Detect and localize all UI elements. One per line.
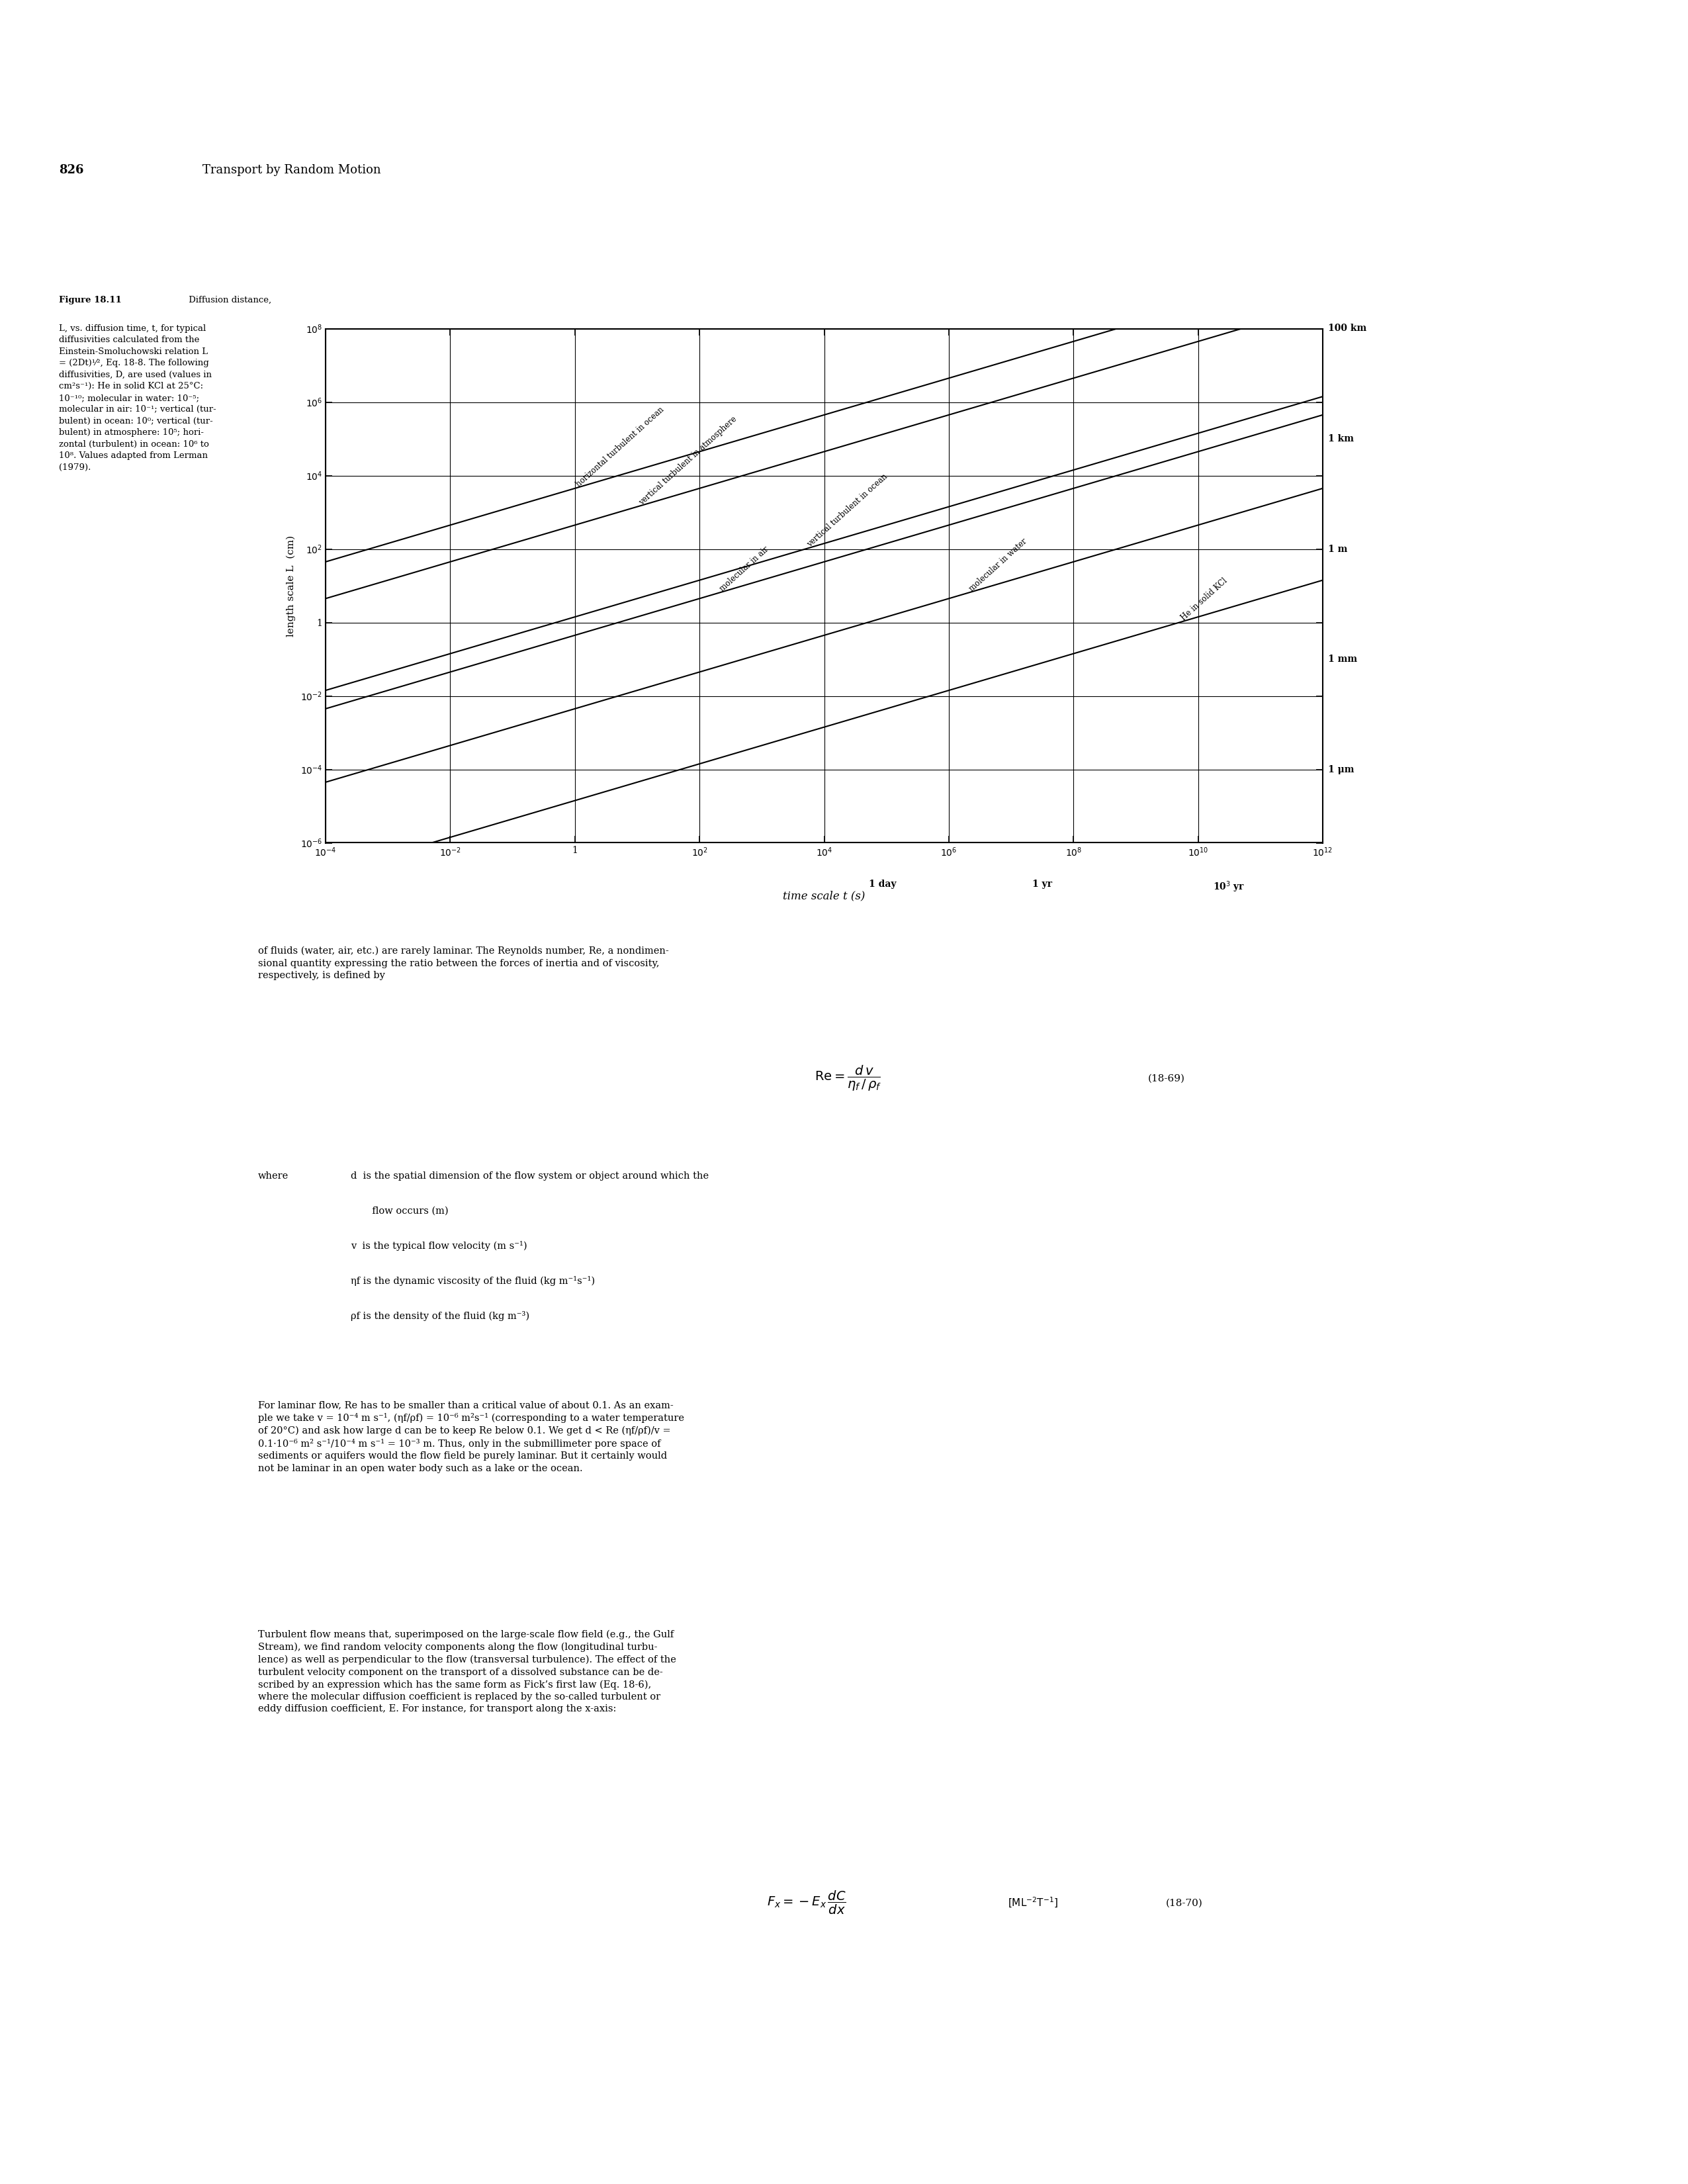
Text: flow occurs (m): flow occurs (m) <box>351 1206 449 1216</box>
Text: He in solid KCl: He in solid KCl <box>1180 577 1229 622</box>
Text: vertical turbulent in atmosphere: vertical turbulent in atmosphere <box>636 415 738 507</box>
Text: 1 μm: 1 μm <box>1328 764 1354 773</box>
Text: vertical turbulent in ocean: vertical turbulent in ocean <box>805 472 890 548</box>
Text: (18-69): (18-69) <box>1148 1075 1185 1083</box>
Text: 1 m: 1 m <box>1328 544 1347 553</box>
Text: where: where <box>258 1171 289 1182</box>
Text: horizontal turbulent in ocean: horizontal turbulent in ocean <box>576 404 667 489</box>
Text: 1 km: 1 km <box>1328 435 1354 443</box>
Text: 826: 826 <box>59 164 84 175</box>
Text: $\mathrm{Re} = \dfrac{d\,v}{\eta_f\,/\,\rho_f}$: $\mathrm{Re} = \dfrac{d\,v}{\eta_f\,/\,\… <box>815 1064 881 1092</box>
Text: For laminar flow, Re has to be smaller than a critical value of about 0.1. As an: For laminar flow, Re has to be smaller t… <box>258 1400 684 1472</box>
Text: 1 mm: 1 mm <box>1328 655 1357 664</box>
Text: Figure 18.11: Figure 18.11 <box>59 295 122 304</box>
Text: molecular in water: molecular in water <box>967 537 1028 594</box>
Text: L, vs. diffusion time, t, for typical
diffusivities calculated from the
Einstein: L, vs. diffusion time, t, for typical di… <box>59 323 216 472</box>
Text: 1 yr: 1 yr <box>1033 880 1052 889</box>
Text: of fluids (water, air, etc.) are rarely laminar. The Reynolds number, Re, a nond: of fluids (water, air, etc.) are rarely … <box>258 946 668 981</box>
Text: v  is the typical flow velocity (m s⁻¹): v is the typical flow velocity (m s⁻¹) <box>351 1241 527 1251</box>
Text: Turbulent flow means that, superimposed on the large-scale flow field (e.g., the: Turbulent flow means that, superimposed … <box>258 1629 677 1714</box>
Text: 10$^3$ yr: 10$^3$ yr <box>1214 880 1246 893</box>
Text: Transport by Random Motion: Transport by Random Motion <box>203 164 381 175</box>
Text: 100 km: 100 km <box>1328 323 1367 334</box>
Text: $[\mathrm{ML}^{-2}\mathrm{T}^{-1}]$: $[\mathrm{ML}^{-2}\mathrm{T}^{-1}]$ <box>1008 1896 1058 1909</box>
Text: ηf is the dynamic viscosity of the fluid (kg m⁻¹s⁻¹): ηf is the dynamic viscosity of the fluid… <box>351 1275 596 1286</box>
Text: d  is the spatial dimension of the flow system or object around which the: d is the spatial dimension of the flow s… <box>351 1171 709 1182</box>
Text: $F_x = -E_x\,\dfrac{dC}{dx}$: $F_x = -E_x\,\dfrac{dC}{dx}$ <box>768 1889 846 1915</box>
Text: (18-70): (18-70) <box>1166 1898 1202 1907</box>
Text: Diffusion distance,: Diffusion distance, <box>186 295 272 304</box>
Text: molecular in air: molecular in air <box>719 544 770 594</box>
X-axis label: time scale t (s): time scale t (s) <box>783 891 866 902</box>
Y-axis label: length scale L  (cm): length scale L (cm) <box>285 535 295 636</box>
Text: 1 day: 1 day <box>869 880 896 889</box>
Text: ρf is the density of the fluid (kg m⁻³): ρf is the density of the fluid (kg m⁻³) <box>351 1310 530 1321</box>
